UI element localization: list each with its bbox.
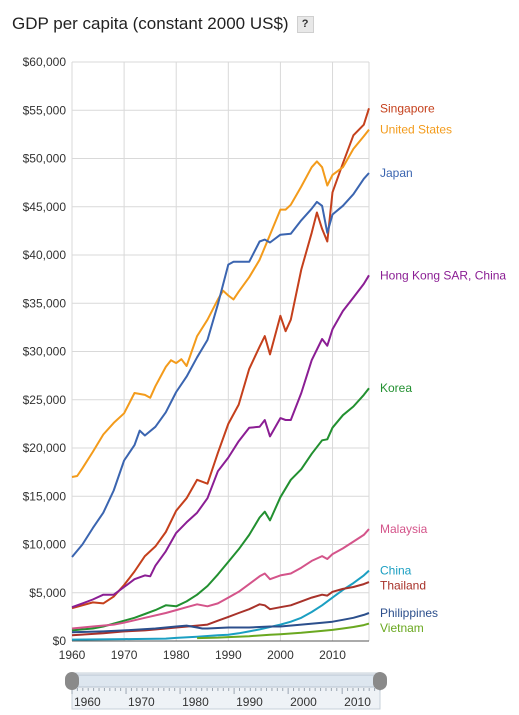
y-tick-label: $30,000: [23, 345, 67, 359]
series-line-philippines[interactable]: [71, 612, 370, 634]
series-line-united-states[interactable]: [71, 128, 370, 478]
y-tick-label: $35,000: [23, 296, 67, 310]
y-tick-label: $20,000: [23, 441, 67, 455]
y-tick-label: $15,000: [23, 489, 67, 503]
series-line-vietnam[interactable]: [197, 622, 370, 640]
series-label-singapore: Singapore: [380, 101, 435, 115]
series-line-hong-kong-sar-china[interactable]: [71, 274, 370, 609]
series-lines: [71, 107, 370, 641]
slider-tick-label: 1960: [74, 695, 101, 709]
slider-left-handle[interactable]: [65, 672, 79, 690]
line-chart: $0 $5,000 $10,000 $15,000 $20,000 $25,000 $30,…: [23, 55, 507, 662]
series-line-china[interactable]: [71, 569, 370, 641]
x-tick-label: 1970: [111, 648, 138, 662]
series-label-philippines: Philippines: [380, 606, 438, 620]
help-button[interactable]: ?: [296, 15, 314, 33]
chart-header: GDP per capita (constant 2000 US$) ?: [12, 14, 314, 34]
series-label-thailand: Thailand: [380, 579, 426, 593]
series-label-malaysia: Malaysia: [380, 522, 428, 536]
series-label-japan: Japan: [380, 166, 413, 180]
gridlines: [71, 61, 370, 642]
series-label-china: China: [380, 564, 412, 578]
series-line-singapore[interactable]: [71, 107, 370, 610]
slider-track[interactable]: [71, 672, 381, 710]
slider-tick-label: 2010: [344, 695, 371, 709]
x-tick-label: 1990: [215, 648, 242, 662]
y-tick-label: $55,000: [23, 103, 67, 117]
series-label-vietnam: Vietnam: [380, 621, 424, 635]
x-tick-label: 2000: [267, 648, 294, 662]
y-tick-label: $10,000: [23, 538, 67, 552]
y-tick-label: $50,000: [23, 152, 67, 166]
slider-tick-label: 1980: [182, 695, 209, 709]
series-label-hong-kong-sar-china: Hong Kong SAR, China: [380, 268, 506, 282]
y-tick-label: $0: [53, 634, 67, 648]
chart-title: GDP per capita (constant 2000 US$): [12, 14, 289, 33]
y-tick-label: $25,000: [23, 393, 67, 407]
slider-tick-label: 1990: [236, 695, 263, 709]
axis-labels: $0 $5,000 $10,000 $15,000 $20,000 $25,000 $30,…: [23, 55, 347, 662]
series-line-korea[interactable]: [71, 387, 370, 632]
series-label-united-states: United States: [380, 123, 452, 137]
y-tick-label: $5,000: [29, 586, 66, 600]
y-tick-label: $45,000: [23, 200, 67, 214]
slider-tick-label: 2000: [290, 695, 317, 709]
slider-ticks: 1960 1970 1980 1990 2000 2010: [71, 688, 381, 709]
slider-tick-label: 1970: [128, 695, 155, 709]
x-tick-label: 1960: [59, 648, 86, 662]
series-labels: Singapore United States Japan Hong Kong SAR…: [380, 101, 506, 635]
x-tick-label: 2010: [319, 648, 346, 662]
y-tick-label: $60,000: [23, 55, 67, 69]
y-tick-label: $40,000: [23, 248, 67, 262]
series-line-japan[interactable]: [71, 172, 370, 558]
series-label-korea: Korea: [380, 381, 412, 395]
slider-selection[interactable]: [71, 674, 381, 688]
slider-right-handle[interactable]: [373, 672, 387, 690]
series-line-malaysia[interactable]: [71, 528, 370, 630]
x-tick-label: 1980: [163, 648, 190, 662]
